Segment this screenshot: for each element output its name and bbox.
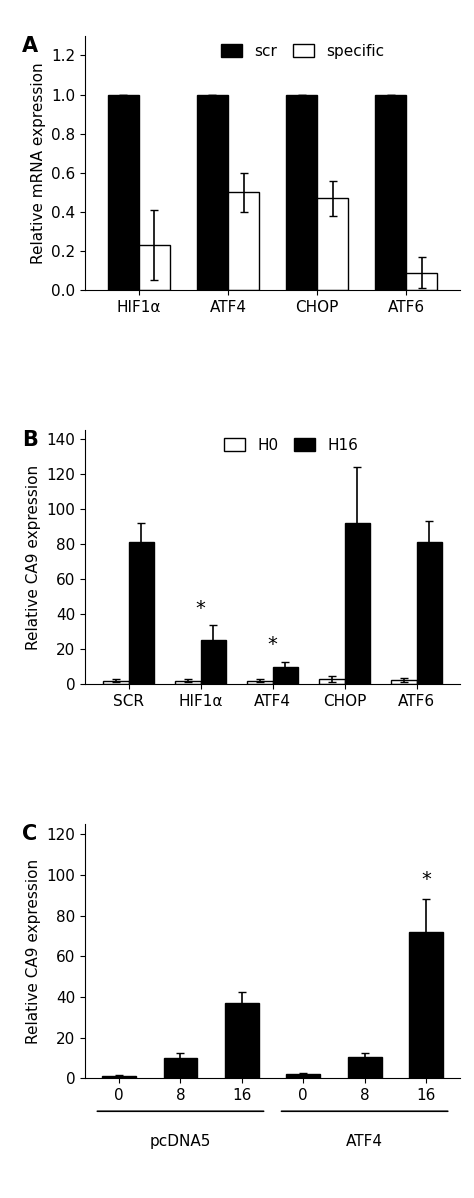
Bar — [102, 1076, 136, 1078]
Bar — [319, 679, 345, 684]
Bar — [286, 1075, 320, 1078]
Legend: scr, specific: scr, specific — [221, 43, 384, 59]
Bar — [175, 680, 201, 684]
Bar — [139, 246, 170, 290]
Bar — [345, 522, 370, 684]
Bar — [108, 95, 139, 290]
Bar — [103, 680, 128, 684]
Bar — [409, 932, 443, 1078]
Bar — [392, 679, 417, 684]
Bar — [273, 666, 298, 684]
Bar — [197, 95, 228, 290]
Text: ATF4: ATF4 — [346, 1135, 383, 1149]
Bar — [286, 95, 317, 290]
Text: *: * — [268, 635, 277, 654]
Text: *: * — [421, 870, 431, 889]
Text: C: C — [22, 824, 37, 843]
Y-axis label: Relative mRNA expression: Relative mRNA expression — [31, 62, 46, 264]
Bar — [317, 198, 348, 290]
Bar — [348, 1057, 382, 1078]
Bar — [225, 1003, 259, 1078]
Bar — [128, 543, 154, 684]
Legend: H0, H16: H0, H16 — [224, 437, 358, 453]
Bar — [201, 641, 226, 684]
Bar — [406, 273, 438, 290]
Text: pcDNA5: pcDNA5 — [150, 1135, 211, 1149]
Y-axis label: Relative CA9 expression: Relative CA9 expression — [26, 859, 41, 1043]
Bar — [164, 1058, 197, 1078]
Y-axis label: Relative CA9 expression: Relative CA9 expression — [26, 465, 41, 649]
Text: B: B — [22, 430, 37, 450]
Text: *: * — [196, 599, 205, 617]
Bar — [417, 543, 442, 684]
Bar — [375, 95, 406, 290]
Bar — [228, 193, 259, 290]
Bar — [247, 680, 273, 684]
Text: A: A — [22, 36, 38, 56]
